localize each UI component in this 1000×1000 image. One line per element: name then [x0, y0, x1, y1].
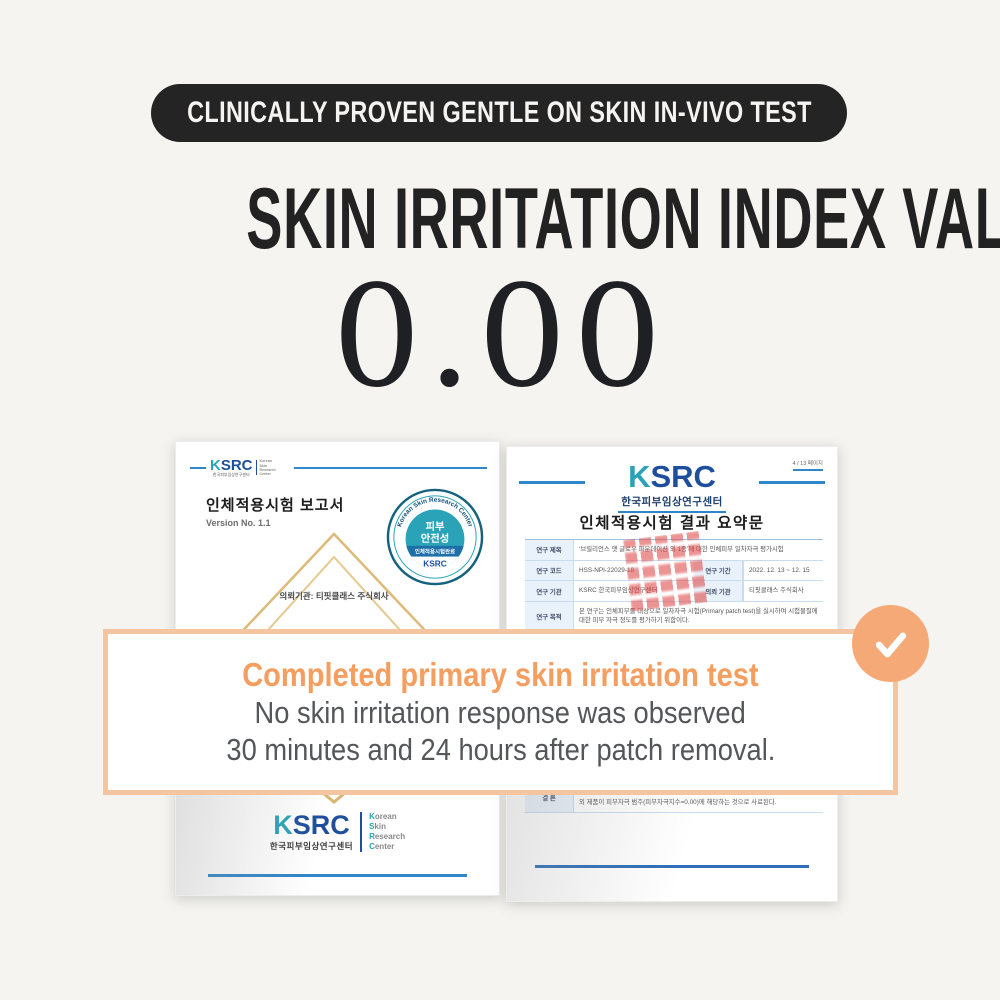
top-claim-text: CLINICALLY PROVEN GENTLE ON SKIN IN-VIVO…: [186, 96, 812, 129]
header-rule-left: [519, 481, 585, 484]
report-version: Version No. 1.1: [206, 518, 271, 528]
header-rule-left: [190, 467, 206, 469]
result-callout-box: Completed primary skin irritation test N…: [103, 629, 898, 795]
seal-ksrc-logo: KSRC: [423, 558, 447, 568]
skin-safety-seal: Korean Skin Research Center 피부 안전성 인체적용시…: [386, 488, 484, 586]
gold-chevron-icon: [322, 792, 346, 804]
seal-band: [405, 545, 465, 557]
ksrc-k: K: [628, 459, 651, 494]
ksrc-korean-name: 한국피부임상연구센터: [269, 841, 354, 851]
report-title: 인체적용시험 보고서: [206, 497, 345, 514]
header-rule-right: [759, 481, 825, 484]
ksrc-k: K: [210, 457, 221, 474]
logo-divider: [360, 812, 363, 852]
header-rule-right: [294, 467, 487, 469]
seal-band-text: 인체적용시험완료: [415, 548, 455, 556]
summary-title: 인체적용시험 결과 요약문: [579, 515, 765, 532]
ksrc-logo-large: KSRC 한국피부임상연구센터: [507, 461, 837, 513]
client-organization: 의뢰기관: 티핏클래스 주식회사: [279, 591, 389, 601]
ksrc-k: K: [273, 810, 293, 840]
page-title: SKIN IRRITATION INDEX VALUE: [246, 171, 1000, 267]
check-badge: [852, 605, 929, 682]
callout-line1: No skin irritation response was observed: [254, 695, 747, 730]
callout-line2: 30 minutes and 24 hours after patch remo…: [226, 732, 775, 767]
ksrc-english-name: Korean Skin Research Center: [259, 459, 276, 476]
footer-rule: [535, 865, 809, 868]
ksrc-logo-small: KSRC 한국피부임상연구센터 Korean Skin Research Cen…: [206, 458, 280, 478]
ksrc-footer-logo: KSRC 한국피부임상연구센터 Korean Skin Research Cen…: [176, 812, 499, 852]
page-number: 4 / 13 페이지: [792, 459, 823, 471]
seal-line2: 안전성: [421, 532, 449, 545]
ksrc-logo-wordmark: KSRC 한국피부임상연구센터: [210, 458, 253, 477]
ksrc-src: SRC: [292, 810, 350, 840]
page-title-wrap: SKIN IRRITATION INDEX VALUE: [0, 176, 1000, 262]
ksrc-korean-name: 한국피부임상연구센터: [618, 493, 726, 513]
seal-line1: 피부: [426, 520, 445, 533]
ksrc-src: SRC: [220, 457, 253, 474]
ksrc-src: SRC: [650, 459, 716, 494]
ksrc-korean-name: 한국피부임상연구센터: [212, 472, 250, 477]
callout-heading: Completed primary skin irritation test: [242, 656, 759, 693]
top-claim-banner: CLINICALLY PROVEN GENTLE ON SKIN IN-VIVO…: [151, 84, 847, 142]
checkmark-icon: [875, 631, 906, 657]
ksrc-english-name: Korean Skin Research Center: [369, 812, 406, 851]
logo-divider: [255, 460, 257, 476]
footer-rule: [208, 874, 467, 877]
red-stamp: [622, 530, 712, 612]
irritation-index-value: 0.00: [332, 256, 668, 419]
